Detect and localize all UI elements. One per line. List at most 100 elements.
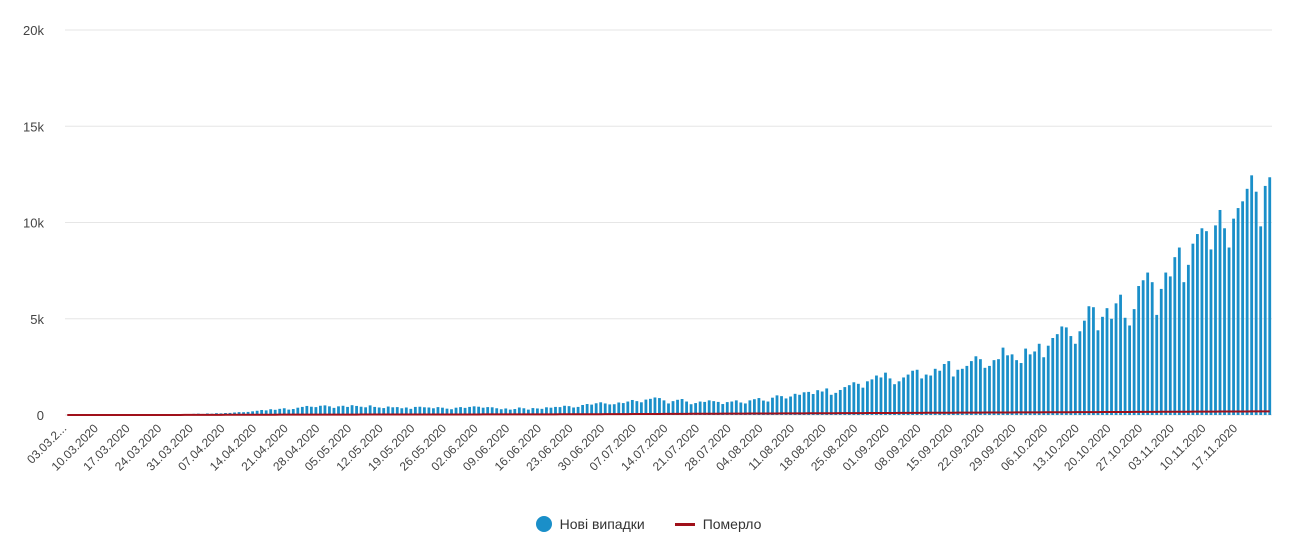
cases-bar[interactable]	[1263, 185, 1267, 415]
legend-item-cases[interactable]: Нові випадки	[535, 516, 645, 532]
cases-bar[interactable]	[404, 407, 408, 415]
cases-bar[interactable]	[635, 401, 639, 415]
cases-bar[interactable]	[938, 370, 942, 415]
cases-bar[interactable]	[951, 376, 955, 416]
cases-bar[interactable]	[233, 412, 236, 415]
cases-bar[interactable]	[1078, 331, 1082, 415]
cases-bar[interactable]	[915, 369, 919, 415]
cases-bar[interactable]	[1214, 225, 1217, 415]
cases-bar[interactable]	[328, 406, 331, 415]
cases-bar[interactable]	[603, 403, 607, 415]
cases-bar[interactable]	[933, 368, 937, 415]
cases-bar[interactable]	[291, 409, 295, 415]
cases-bar[interactable]	[734, 400, 738, 415]
cases-bar[interactable]	[260, 409, 264, 415]
cases-bar[interactable]	[1064, 327, 1068, 415]
cases-bar[interactable]	[1150, 282, 1154, 415]
cases-bar[interactable]	[866, 381, 869, 415]
cases-bar[interactable]	[902, 377, 905, 415]
cases-bar[interactable]	[359, 406, 363, 415]
cases-bar[interactable]	[418, 406, 422, 415]
cases-bar[interactable]	[780, 396, 783, 415]
cases-bar[interactable]	[1245, 188, 1249, 415]
cases-bar[interactable]	[838, 389, 842, 415]
cases-bar[interactable]	[793, 393, 797, 415]
cases-bar[interactable]	[305, 405, 309, 415]
cases-bar[interactable]	[897, 381, 901, 415]
cases-bar[interactable]	[847, 385, 851, 415]
cases-bar[interactable]	[490, 407, 494, 415]
cases-bar[interactable]	[332, 407, 336, 415]
cases-bar[interactable]	[685, 401, 688, 415]
cases-bar[interactable]	[590, 404, 594, 415]
cases-bar[interactable]	[843, 387, 847, 415]
cases-bar[interactable]	[893, 384, 896, 415]
cases-bar[interactable]	[644, 399, 648, 415]
cases-bar[interactable]	[757, 398, 761, 415]
cases-bar[interactable]	[639, 402, 643, 415]
cases-bar[interactable]	[1060, 326, 1064, 415]
legend-item-deaths[interactable]: Померло	[674, 516, 761, 532]
cases-bar[interactable]	[454, 407, 458, 415]
cases-bar[interactable]	[450, 409, 453, 415]
cases-bar[interactable]	[368, 405, 372, 415]
cases-bar[interactable]	[531, 408, 535, 415]
cases-bar[interactable]	[1015, 360, 1018, 415]
cases-bar[interactable]	[825, 388, 829, 415]
cases-bar[interactable]	[1200, 228, 1204, 415]
cases-bar[interactable]	[391, 407, 395, 415]
cases-bar[interactable]	[499, 409, 503, 415]
cases-bar[interactable]	[816, 390, 820, 415]
cases-bar[interactable]	[282, 408, 286, 415]
cases-bar[interactable]	[576, 406, 580, 415]
cases-bar[interactable]	[526, 409, 530, 415]
cases-bar[interactable]	[1073, 343, 1077, 415]
cases-bar[interactable]	[621, 403, 625, 415]
cases-bar[interactable]	[585, 404, 589, 415]
cases-bar[interactable]	[947, 361, 951, 415]
cases-bar[interactable]	[716, 401, 720, 415]
cases-bar[interactable]	[1069, 336, 1073, 415]
cases-bar[interactable]	[441, 407, 444, 415]
cases-bar[interactable]	[540, 408, 544, 415]
cases-bar[interactable]	[906, 374, 910, 415]
cases-bar[interactable]	[558, 407, 562, 415]
cases-bar[interactable]	[319, 405, 322, 415]
cases-bar[interactable]	[920, 378, 924, 415]
cases-bar[interactable]	[798, 394, 801, 415]
cases-bar[interactable]	[278, 408, 282, 415]
cases-bar[interactable]	[1182, 282, 1186, 415]
cases-bar[interactable]	[852, 382, 856, 415]
cases-bar[interactable]	[242, 412, 245, 415]
cases-bar[interactable]	[1191, 243, 1195, 415]
cases-bar[interactable]	[594, 403, 598, 415]
cases-bar[interactable]	[766, 401, 770, 415]
cases-bar[interactable]	[667, 403, 670, 415]
cases-bar[interactable]	[721, 404, 725, 415]
cases-bar[interactable]	[1010, 354, 1014, 415]
cases-bar[interactable]	[979, 359, 982, 415]
cases-bar[interactable]	[879, 377, 883, 415]
cases-bar[interactable]	[694, 403, 698, 415]
cases-bar[interactable]	[1132, 309, 1136, 415]
cases-bar[interactable]	[884, 372, 887, 415]
cases-bar[interactable]	[608, 404, 612, 415]
cases-bar[interactable]	[246, 411, 250, 415]
cases-bar[interactable]	[1001, 347, 1005, 415]
cases-bar[interactable]	[1006, 355, 1009, 415]
cases-bar[interactable]	[784, 398, 788, 415]
cases-bar[interactable]	[504, 408, 508, 415]
deaths-line[interactable]	[67, 410, 1270, 416]
cases-bar[interactable]	[422, 407, 426, 415]
cases-bar[interactable]	[969, 361, 973, 415]
cases-bar[interactable]	[1137, 286, 1141, 415]
cases-bar[interactable]	[1205, 231, 1208, 415]
cases-bar[interactable]	[1087, 306, 1091, 415]
cases-bar[interactable]	[409, 408, 413, 415]
cases-bar[interactable]	[395, 407, 399, 415]
cases-bar[interactable]	[662, 400, 666, 415]
cases-bar[interactable]	[789, 396, 792, 415]
cases-bar[interactable]	[287, 409, 291, 415]
cases-bar[interactable]	[811, 394, 815, 415]
cases-bar[interactable]	[965, 365, 969, 415]
